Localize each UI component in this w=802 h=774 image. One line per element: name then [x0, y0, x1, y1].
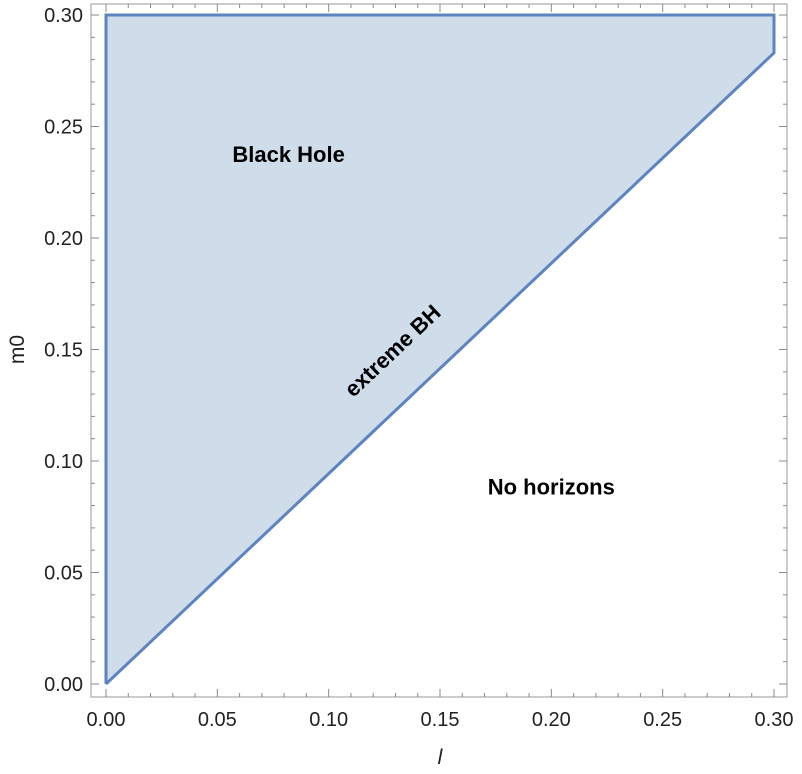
x-tick-label: 0.25 [643, 709, 682, 731]
y-tick-label: 0.10 [44, 451, 83, 473]
black-hole-region [106, 15, 774, 684]
black-hole-label: Black Hole [232, 142, 345, 167]
plot-frame [90, 3, 788, 698]
plot-frame-group [90, 3, 788, 698]
no-horizons-label: No horizons [488, 474, 615, 499]
y-tick-label: 0.00 [44, 674, 83, 696]
y-tick-label: 0.25 [44, 117, 83, 139]
y-axis-tick-labels: 0.00 0.05 0.10 0.15 0.20 0.25 0.30 [44, 5, 83, 696]
x-tick-label: 0.00 [87, 709, 126, 731]
x-tick-label: 0.30 [755, 709, 794, 731]
y-axis-ticks [91, 14, 787, 685]
region-group [104, 13, 776, 686]
y-tick-label: 0.20 [44, 228, 83, 250]
x-axis-ticks [105, 4, 775, 697]
x-axis-label: l [438, 746, 444, 769]
x-tick-label: 0.10 [309, 709, 348, 731]
x-tick-label: 0.15 [421, 709, 460, 731]
x-tick-label: 0.05 [198, 709, 237, 731]
y-tick-label: 0.15 [44, 340, 83, 362]
y-axis-label: m0 [6, 335, 29, 364]
x-axis-tick-labels: 0.00 0.05 0.10 0.15 0.20 0.25 0.30 [87, 709, 794, 731]
y-tick-label: 0.30 [44, 5, 83, 27]
x-tick-label: 0.20 [532, 709, 571, 731]
region-boundary-line [104, 13, 776, 686]
y-tick-label: 0.05 [44, 563, 83, 585]
